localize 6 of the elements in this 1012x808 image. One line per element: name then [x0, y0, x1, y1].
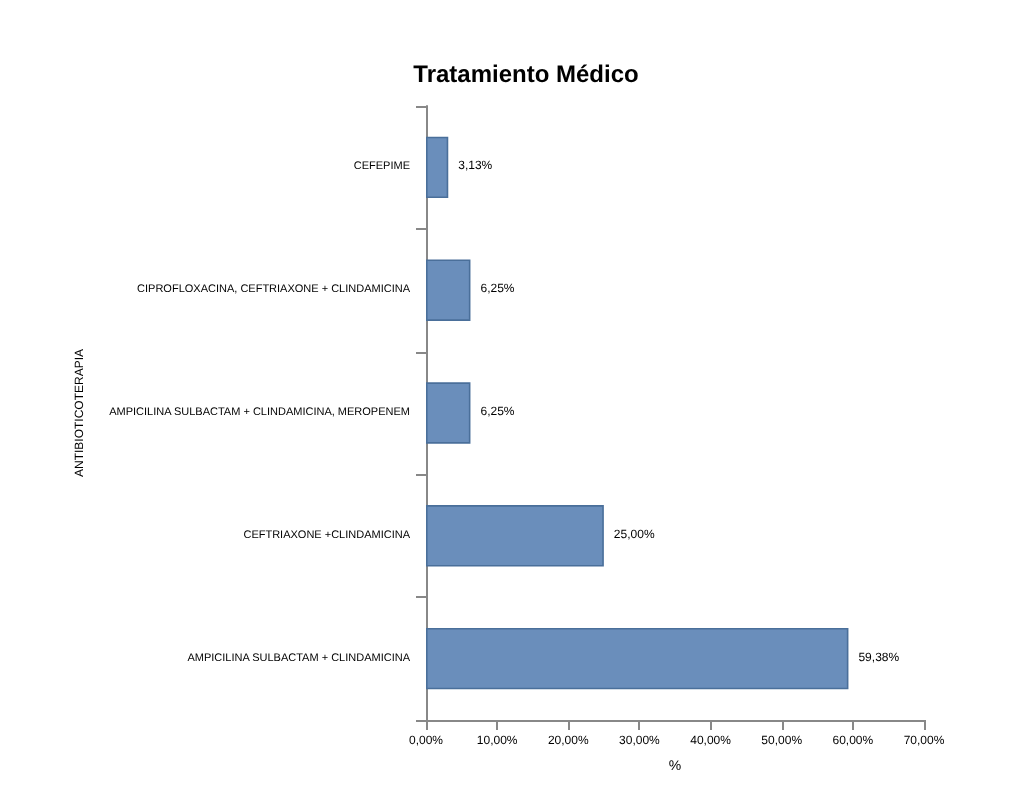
- bar: [426, 627, 849, 690]
- bar: [426, 136, 449, 199]
- chart-title: Tratamiento Médico: [413, 60, 639, 88]
- bar: [426, 259, 471, 321]
- bar: [426, 382, 471, 444]
- bar: [426, 505, 604, 567]
